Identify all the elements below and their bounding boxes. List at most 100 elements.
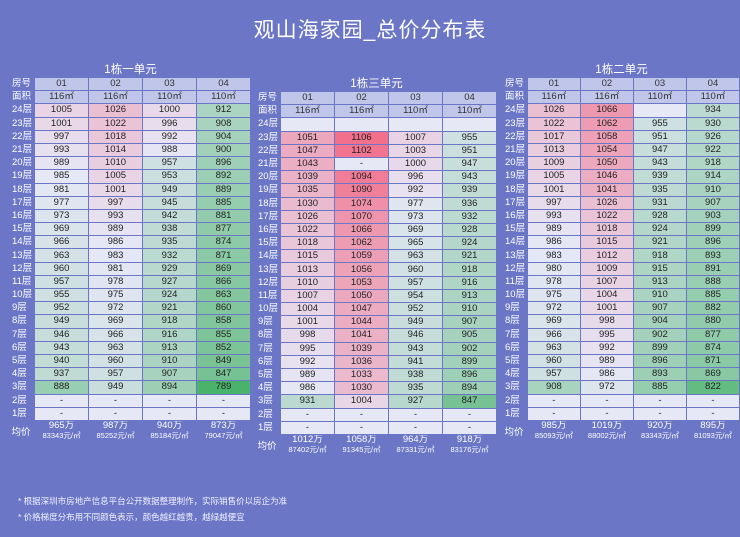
price-cell: 1102 (334, 143, 389, 158)
price-cell: 1015 (280, 249, 335, 264)
floor-row: 4层 957 986 893 869 (504, 367, 740, 382)
average-row: 均价 965万 83343元/㎡ 987万 85252元/㎡ 940万 85184元/㎡ 87… (11, 420, 251, 445)
floor-row: 17层 977 997 945 885 (11, 195, 251, 210)
price-cell: - (196, 393, 251, 408)
price-cell: 943 (388, 341, 443, 356)
price-cell: 871 (196, 248, 251, 263)
price-cell: 963 (526, 340, 581, 355)
price-cell: 930 (685, 116, 740, 131)
price-cell: 1054 (579, 142, 634, 158)
price-cell: 918 (142, 314, 197, 329)
average-unit-price: 85093元/㎡ (534, 430, 573, 440)
average-unit-price: 91345元/㎡ (342, 444, 381, 454)
unit-area: 116㎡ (34, 90, 89, 105)
average-total: 965万 (48, 420, 75, 431)
price-cell: 1022 (579, 208, 634, 224)
price-cell: 957 (34, 274, 89, 290)
price-cell: 908 (196, 116, 251, 131)
price-cell (334, 117, 389, 132)
row-label: 15层 (258, 237, 279, 249)
price-cell: 1039 (280, 170, 335, 185)
price-cell: 1033 (334, 367, 389, 383)
price-cell: 1013 (526, 142, 581, 158)
row-label: 22层 (258, 144, 279, 156)
area-header-row: 面积 116㎡ 116㎡ 110㎡ 110㎡ (257, 104, 497, 119)
price-cell: 871 (685, 353, 740, 369)
price-cell: 992 (280, 354, 335, 369)
floor-row: 11层 957 978 927 866 (11, 274, 251, 290)
price-cell: 993 (34, 142, 89, 158)
row-label: 23层 (12, 117, 33, 129)
price-cell: 949 (388, 315, 443, 330)
average-row: 均价 985万 85093元/㎡ 1019万 88002元/㎡ 920万 83343元/㎡ 8… (504, 420, 740, 445)
price-cell: 910 (632, 287, 687, 303)
row-label: 17层 (505, 196, 526, 208)
price-cell: 1005 (34, 103, 89, 118)
price-cell: 913 (442, 288, 497, 304)
row-label: 11层 (258, 289, 278, 301)
price-cell: 893 (685, 248, 740, 263)
price-cell: - (526, 393, 581, 408)
price-cell: 855 (196, 327, 251, 342)
price-cell: 981 (88, 261, 143, 276)
unit-area: 116㎡ (280, 104, 335, 119)
average-total: 895万 (700, 420, 726, 431)
row-label: 2层 (505, 394, 520, 406)
price-cell: 934 (685, 103, 740, 118)
floor-row: 15层 1018 1062 965 924 (257, 236, 497, 251)
row-label: 10层 (505, 289, 526, 301)
price-cell: 932 (442, 209, 497, 224)
floor-row: 22层 1017 1058 951 926 (504, 129, 740, 144)
floor-row: 6层 963 992 899 874 (504, 340, 740, 355)
average-total: 1058万 (346, 434, 377, 445)
price-cell: 1010 (280, 275, 335, 290)
row-label: 6层 (505, 341, 520, 353)
row-label: 11层 (505, 275, 525, 287)
price-cell: 1001 (579, 301, 634, 316)
price-cell: 1001 (88, 182, 143, 197)
price-cell: 869 (685, 367, 740, 382)
price-cell: 1035 (280, 183, 335, 198)
unit-area: 116㎡ (334, 104, 389, 119)
average-unit-price: 83343元/㎡ (42, 430, 81, 440)
price-cell: 995 (579, 327, 634, 342)
price-cell: 903 (685, 208, 740, 224)
price-cell: 973 (388, 209, 443, 224)
unit-number: 03 (388, 90, 443, 106)
row-label: 17层 (258, 210, 279, 222)
floor-row: 3层 931 1004 927 847 (257, 394, 497, 409)
price-cell: 1039 (334, 341, 389, 356)
row-label: 14层 (12, 236, 33, 248)
price-cell: 1026 (280, 209, 335, 224)
row-label: 21层 (258, 158, 279, 170)
price-cell: 881 (196, 208, 251, 224)
price-cell: 922 (685, 142, 740, 158)
floor-row: 3层 888 949 894 789 (11, 380, 251, 395)
price-cell: 892 (196, 169, 251, 184)
price-cell: 997 (88, 195, 143, 210)
floor-row: 6层 943 963 913 852 (11, 340, 251, 355)
price-cell: 969 (88, 314, 143, 329)
price-cell: 1044 (334, 315, 389, 330)
price-cell: - (142, 406, 197, 421)
unit-area: 110㎡ (442, 104, 497, 119)
price-cell: 896 (632, 353, 687, 369)
price-cell: 939 (632, 169, 687, 184)
row-label: 12层 (12, 262, 33, 274)
unit-number: 01 (34, 76, 89, 92)
price-cell: 960 (526, 353, 581, 369)
price-cell: 949 (34, 314, 89, 329)
price-cell: 888 (34, 380, 89, 395)
row-label: 6层 (12, 341, 27, 353)
price-cell: 904 (196, 129, 251, 144)
price-cell: 943 (442, 170, 497, 185)
price-cell: 1047 (334, 301, 389, 317)
row-label: 14层 (258, 250, 279, 262)
row-label: 2层 (258, 408, 273, 420)
floor-row: 8层 949 969 918 858 (11, 314, 251, 329)
price-cell: 1022 (88, 116, 143, 131)
price-cell: 1026 (526, 103, 581, 118)
price-cell: 996 (142, 116, 197, 131)
price-cell: - (334, 407, 389, 422)
unit-number: 02 (88, 76, 143, 92)
